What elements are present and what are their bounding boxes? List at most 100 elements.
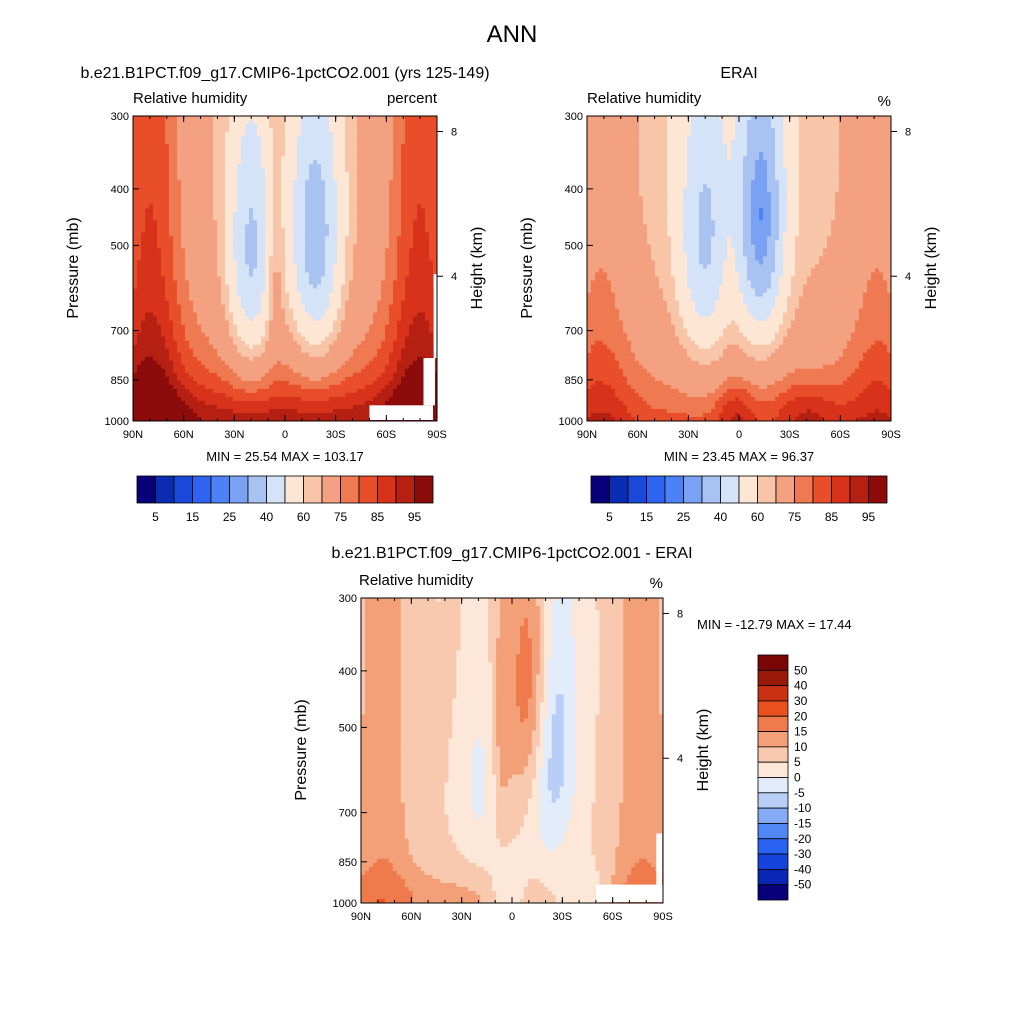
heatmap-cell [405, 168, 410, 173]
heatmap-cell [381, 372, 386, 378]
heatmap-cell [313, 292, 318, 298]
heatmap-cell [249, 268, 254, 274]
heatmap-cell [369, 192, 374, 197]
heatmap-cell [433, 184, 437, 189]
heatmap-cell [393, 332, 398, 338]
heatmap-cell [425, 140, 430, 145]
heatmap-cell [305, 332, 310, 338]
heatmap-cell [281, 140, 286, 145]
heatmap-cell [405, 116, 410, 121]
heatmap-cell [341, 120, 346, 125]
heatmap-cell [373, 224, 378, 229]
heatmap-cell [385, 272, 390, 278]
heatmap-cell [321, 320, 326, 326]
heatmap-cell [317, 196, 322, 201]
heatmap-cell [141, 188, 146, 193]
heatmap-cell [269, 216, 274, 221]
heatmap-cell [177, 188, 182, 193]
heatmap-cell [253, 132, 258, 137]
heatmap-cell [405, 260, 410, 266]
heatmap-cell [161, 360, 166, 366]
heatmap-cell [149, 304, 154, 310]
heatmap-cell [357, 272, 362, 278]
heatmap-cell [345, 324, 350, 330]
heatmap-cell [213, 144, 218, 149]
heatmap-cell [153, 320, 158, 326]
heatmap-cell [361, 328, 366, 334]
heatmap-cell [313, 236, 318, 241]
heatmap-cell [205, 224, 210, 229]
heatmap-cell [389, 204, 394, 209]
heatmap-cell [137, 140, 142, 145]
heatmap-cell [249, 200, 254, 205]
heatmap-cell [209, 340, 214, 346]
heatmap-cell [257, 348, 262, 354]
heatmap-cell [277, 144, 282, 149]
heatmap-cell [337, 256, 342, 262]
heatmap-cell [141, 148, 146, 153]
heatmap-cell [365, 272, 370, 278]
heatmap-cell [193, 196, 198, 201]
heatmap-cell [169, 320, 174, 326]
heatmap-cell [381, 360, 386, 366]
heatmap-cell [225, 200, 230, 205]
heatmap-cell [381, 292, 386, 298]
heatmap-cell [425, 156, 430, 161]
heatmap-cell [301, 204, 306, 209]
heatmap-cell [181, 264, 186, 270]
heatmap-cell [313, 284, 318, 290]
heatmap-cell [305, 224, 310, 229]
heatmap-cell [145, 168, 150, 173]
heatmap-cell [381, 180, 386, 185]
heatmap-cell [153, 120, 158, 125]
heatmap-cell [249, 224, 254, 229]
heatmap-cell [213, 348, 218, 354]
heatmap-cell [413, 208, 418, 213]
heatmap-cell [289, 200, 294, 205]
heatmap-cell [169, 132, 174, 137]
heatmap-cell [373, 344, 378, 350]
heatmap-cell [261, 324, 266, 330]
heatmap-cell [253, 188, 258, 193]
heatmap-cell [405, 144, 410, 149]
heatmap-cell [185, 160, 190, 165]
heatmap-cell [217, 180, 222, 185]
heatmap-cell [237, 216, 242, 221]
heatmap-cell [385, 172, 390, 177]
heatmap-cell [409, 248, 414, 254]
heatmap-cell [381, 152, 386, 157]
heatmap-cell [341, 344, 346, 350]
heatmap-cell [397, 160, 402, 165]
heatmap-cell [317, 288, 322, 294]
heatmap-cell [345, 208, 350, 213]
heatmap-cell [417, 232, 422, 237]
heatmap-cell [389, 196, 394, 201]
heatmap-cell [297, 280, 302, 286]
heatmap-cell [277, 168, 282, 173]
heatmap-cell [169, 276, 174, 282]
heatmap-cell [333, 124, 338, 129]
heatmap-cell [213, 328, 218, 334]
heatmap-cell [277, 356, 282, 362]
heatmap-cell [401, 188, 406, 193]
heatmap-cell [189, 136, 194, 141]
heatmap-cell [357, 316, 362, 322]
heatmap-cell [405, 184, 410, 189]
heatmap-cell [197, 264, 202, 270]
heatmap-cell [341, 244, 346, 250]
heatmap-cell [317, 136, 322, 141]
heatmap-cell [389, 232, 394, 237]
heatmap-cell [309, 272, 314, 278]
heatmap-cell [249, 272, 254, 278]
heatmap-cell [281, 376, 286, 382]
heatmap-cell [369, 220, 374, 225]
heatmap-cell [421, 140, 426, 145]
heatmap-cell [153, 372, 158, 378]
heatmap-cell [393, 300, 398, 306]
heatmap-cell [245, 228, 250, 233]
heatmap-cell [429, 144, 434, 149]
heatmap-cell [221, 324, 226, 330]
heatmap-cell [293, 284, 298, 290]
heatmap-cell [265, 176, 270, 181]
heatmap-cell [181, 300, 186, 306]
